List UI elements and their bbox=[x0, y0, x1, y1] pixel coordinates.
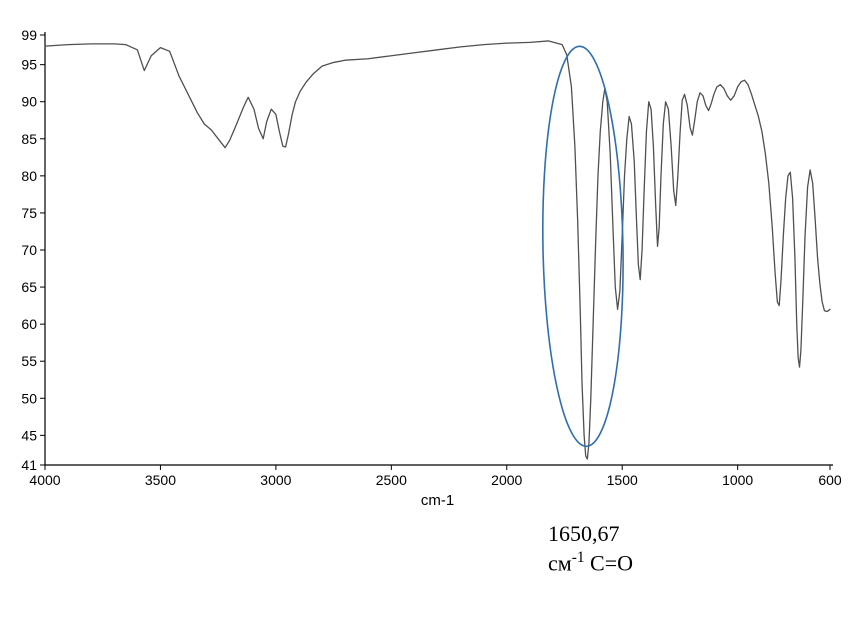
y-tick-label: 95 bbox=[21, 57, 37, 73]
peak-unit-sup: -1 bbox=[572, 549, 585, 566]
y-tick-label: 50 bbox=[21, 390, 37, 406]
y-tick-label: 70 bbox=[21, 242, 37, 258]
y-tick-label: 80 bbox=[21, 168, 37, 184]
x-tick-label: 1000 bbox=[722, 472, 753, 488]
x-axis-label: cm-1 bbox=[421, 492, 454, 509]
y-tick-label: 90 bbox=[21, 94, 37, 110]
y-tick-label: 65 bbox=[21, 279, 37, 295]
y-tick-label: 85 bbox=[21, 131, 37, 147]
x-tick-label: 2000 bbox=[491, 472, 522, 488]
x-tick-label: 2500 bbox=[376, 472, 407, 488]
x-tick-label: 3500 bbox=[145, 472, 176, 488]
ir-spectrum-chart: 99 95 90 85 80 75 70 65 60 55 50 45 414000 3500 3000 25… bbox=[0, 0, 862, 617]
peak-annotation: 1650,67 см-1 С=О bbox=[548, 520, 633, 576]
peak-assignment: С=О bbox=[585, 550, 633, 575]
y-tick-label: 55 bbox=[21, 353, 37, 369]
y-tick-label: 45 bbox=[21, 427, 37, 443]
x-tick-label: 600 bbox=[818, 472, 842, 488]
y-tick-label: 75 bbox=[21, 205, 37, 221]
y-tick-label: 99 bbox=[21, 27, 37, 43]
spectrum-line bbox=[45, 41, 830, 459]
peak-wavenumber-value: 1650,67 bbox=[548, 521, 620, 546]
y-tick-label: 60 bbox=[21, 316, 37, 332]
peak-unit-prefix: см bbox=[548, 550, 572, 575]
x-tick-label: 1500 bbox=[607, 472, 638, 488]
x-tick-label: 3000 bbox=[260, 472, 291, 488]
x-tick-label: 4000 bbox=[29, 472, 60, 488]
chart-svg: 99 95 90 85 80 75 70 65 60 55 50 45 414000 3500 3000 25… bbox=[0, 0, 862, 617]
y-tick-label: 41 bbox=[21, 457, 37, 473]
